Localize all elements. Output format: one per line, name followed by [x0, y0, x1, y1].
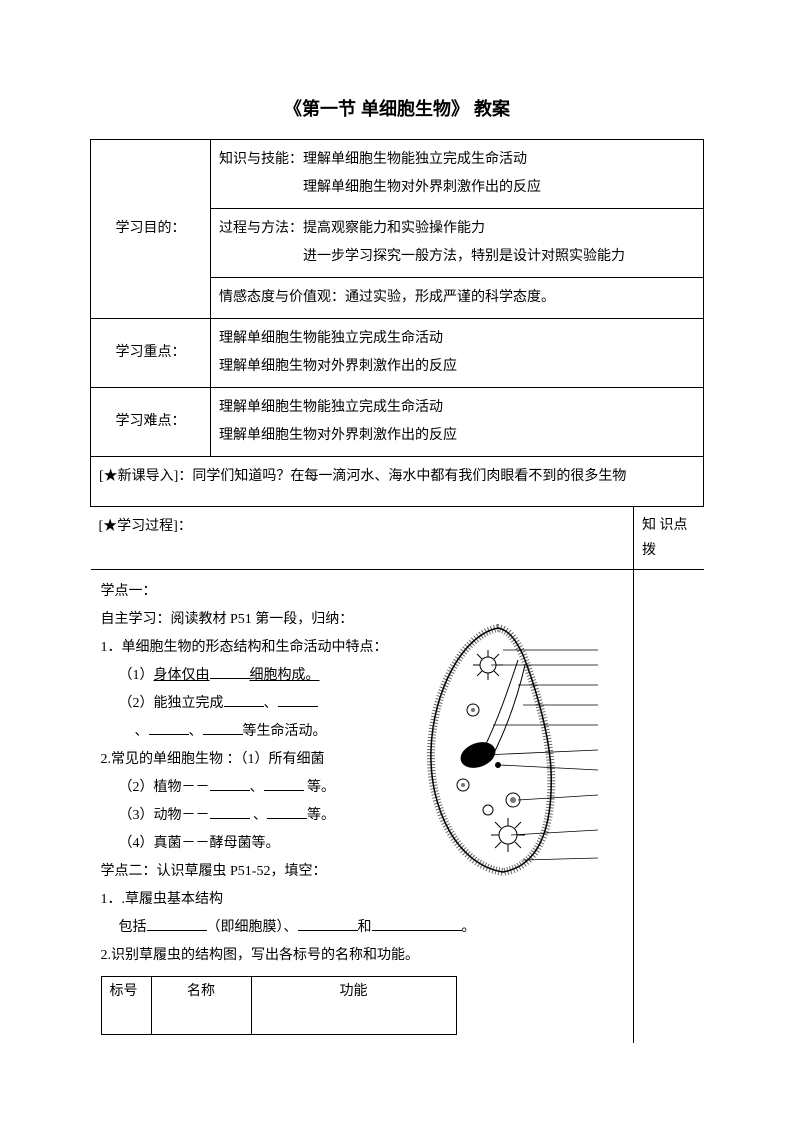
- p2-1-fill: 包括 （即细胞膜）、 和 。: [101, 914, 624, 942]
- focus-l2: 理解单细胞生物对外界刺激作出的反应: [219, 359, 457, 374]
- purpose-c1-l2: 理解单细胞生物对外界刺激作出的反应: [219, 180, 541, 195]
- focus-row: 学习重点： 理解单细胞生物能独立完成生命活动 理解单细胞生物对外界刺激作出的反应: [91, 319, 704, 388]
- p2-2: 2.识别草履虫的结构图，写出各标号的名称和功能。: [101, 942, 624, 970]
- q2-2-suf: 等。: [304, 780, 336, 795]
- process-label: [★学习过程]：: [91, 507, 634, 570]
- q1-2-mid: 、: [264, 696, 278, 711]
- th-name: 名称: [151, 977, 251, 1035]
- page-title: 《第一节 单细胞生物》 教案: [90, 95, 704, 121]
- q2-3-mid: 、: [250, 808, 268, 823]
- point1-title: 学点一：: [101, 578, 624, 606]
- knowledge-content: [634, 570, 704, 1044]
- blank-icon: [372, 917, 462, 931]
- knowledge-label: 知 识点拨: [634, 507, 704, 570]
- intro-row: [★新课导入]：同学们知道吗？在每一滴河水、海水中都有我们肉眼看不到的很多生物: [91, 457, 704, 507]
- purpose-c2-l2: 进一步学习探究一般方法，特别是设计对照实验能力: [219, 249, 625, 264]
- p2-1f-m2: 和: [358, 920, 372, 935]
- difficulty-row: 学习难点： 理解单细胞生物能独立完成生命活动 理解单细胞生物对外界刺激作出的反应: [91, 388, 704, 457]
- q2-3-suf: 等。: [307, 808, 335, 823]
- purpose-label: 学习目的：: [91, 140, 211, 319]
- q2-2-mid: 、: [250, 780, 264, 795]
- blank-icon: [224, 693, 264, 707]
- main-content-cell: 学点一： 自主学习：阅读教材 P51 第一段，归纳： 1．单细胞生物的形态结构和…: [91, 570, 634, 1044]
- purpose-c1-l1: 知识与技能：理解单细胞生物能独立完成生命活动: [219, 152, 527, 167]
- th-function: 功能: [251, 977, 456, 1035]
- purpose-content-3: 情感态度与价值观：通过实验，形成严谨的科学态度。: [211, 278, 704, 319]
- q1-2c-pre: 、: [135, 724, 149, 739]
- lesson-plan-table: 学习目的： 知识与技能：理解单细胞生物能独立完成生命活动 理解单细胞生物对外界刺…: [90, 139, 704, 1043]
- focus-label: 学习重点：: [91, 319, 211, 388]
- q1-1-suf: 细胞构成。: [250, 668, 320, 683]
- blank-icon: [298, 917, 358, 931]
- p2-1f-suf: 。: [462, 920, 476, 935]
- q1-1-body: 身体仅由: [154, 668, 210, 683]
- focus-l1: 理解单细胞生物能独立完成生命活动: [219, 331, 443, 346]
- q1-1-pre: （1）: [119, 668, 154, 683]
- table-row: 标号 名称 功能: [101, 977, 456, 1035]
- q1-2-pre: （2）能独立完成: [119, 696, 224, 711]
- difficulty-l2: 理解单细胞生物对外界刺激作出的反应: [219, 428, 457, 443]
- p2-1f-pre: 包括: [119, 920, 147, 935]
- q1-2c-suf: 等生命活动。: [243, 724, 327, 739]
- purpose-content-1: 知识与技能：理解单细胞生物能独立完成生命活动 理解单细胞生物对外界刺激作出的反应: [211, 140, 704, 209]
- blank-icon: [267, 805, 307, 819]
- p2-1: 1．.草履虫基本结构: [101, 886, 624, 914]
- blank-icon: [210, 777, 250, 791]
- blank-icon: [210, 665, 250, 679]
- content-row: 学点一： 自主学习：阅读教材 P51 第一段，归纳： 1．单细胞生物的形态结构和…: [91, 570, 704, 1044]
- blank-icon: [264, 777, 304, 791]
- purpose-row-1: 学习目的： 知识与技能：理解单细胞生物能独立完成生命活动 理解单细胞生物对外界刺…: [91, 140, 704, 209]
- intro-content: [★新课导入]：同学们知道吗？在每一滴河水、海水中都有我们肉眼看不到的很多生物: [91, 457, 704, 507]
- p2-1f-m1: （即细胞膜）、: [207, 920, 298, 935]
- difficulty-l1: 理解单细胞生物能独立完成生命活动: [219, 400, 443, 415]
- paramecium-svg: [403, 610, 613, 890]
- th-label: 标号: [101, 977, 151, 1035]
- blank-icon: [203, 721, 243, 735]
- q2-3-pre: （3）动物－－: [119, 808, 210, 823]
- q1-2c-mid: 、: [189, 724, 203, 739]
- structure-table: 标号 名称 功能: [101, 976, 457, 1035]
- difficulty-label: 学习难点：: [91, 388, 211, 457]
- paramecium-diagram: [403, 610, 613, 890]
- focus-content: 理解单细胞生物能独立完成生命活动 理解单细胞生物对外界刺激作出的反应: [211, 319, 704, 388]
- blank-icon: [210, 805, 250, 819]
- purpose-content-2: 过程与方法：提高观察能力和实验操作能力 进一步学习探究一般方法，特别是设计对照实…: [211, 209, 704, 278]
- blank-icon: [278, 693, 318, 707]
- process-row: [★学习过程]： 知 识点拨: [91, 507, 704, 1044]
- q2-2-pre: （2）植物－－: [119, 780, 210, 795]
- purpose-c2-l1: 过程与方法：提高观察能力和实验操作能力: [219, 221, 485, 236]
- blank-icon: [147, 917, 207, 931]
- difficulty-content: 理解单细胞生物能独立完成生命活动 理解单细胞生物对外界刺激作出的反应: [211, 388, 704, 457]
- blank-icon: [149, 721, 189, 735]
